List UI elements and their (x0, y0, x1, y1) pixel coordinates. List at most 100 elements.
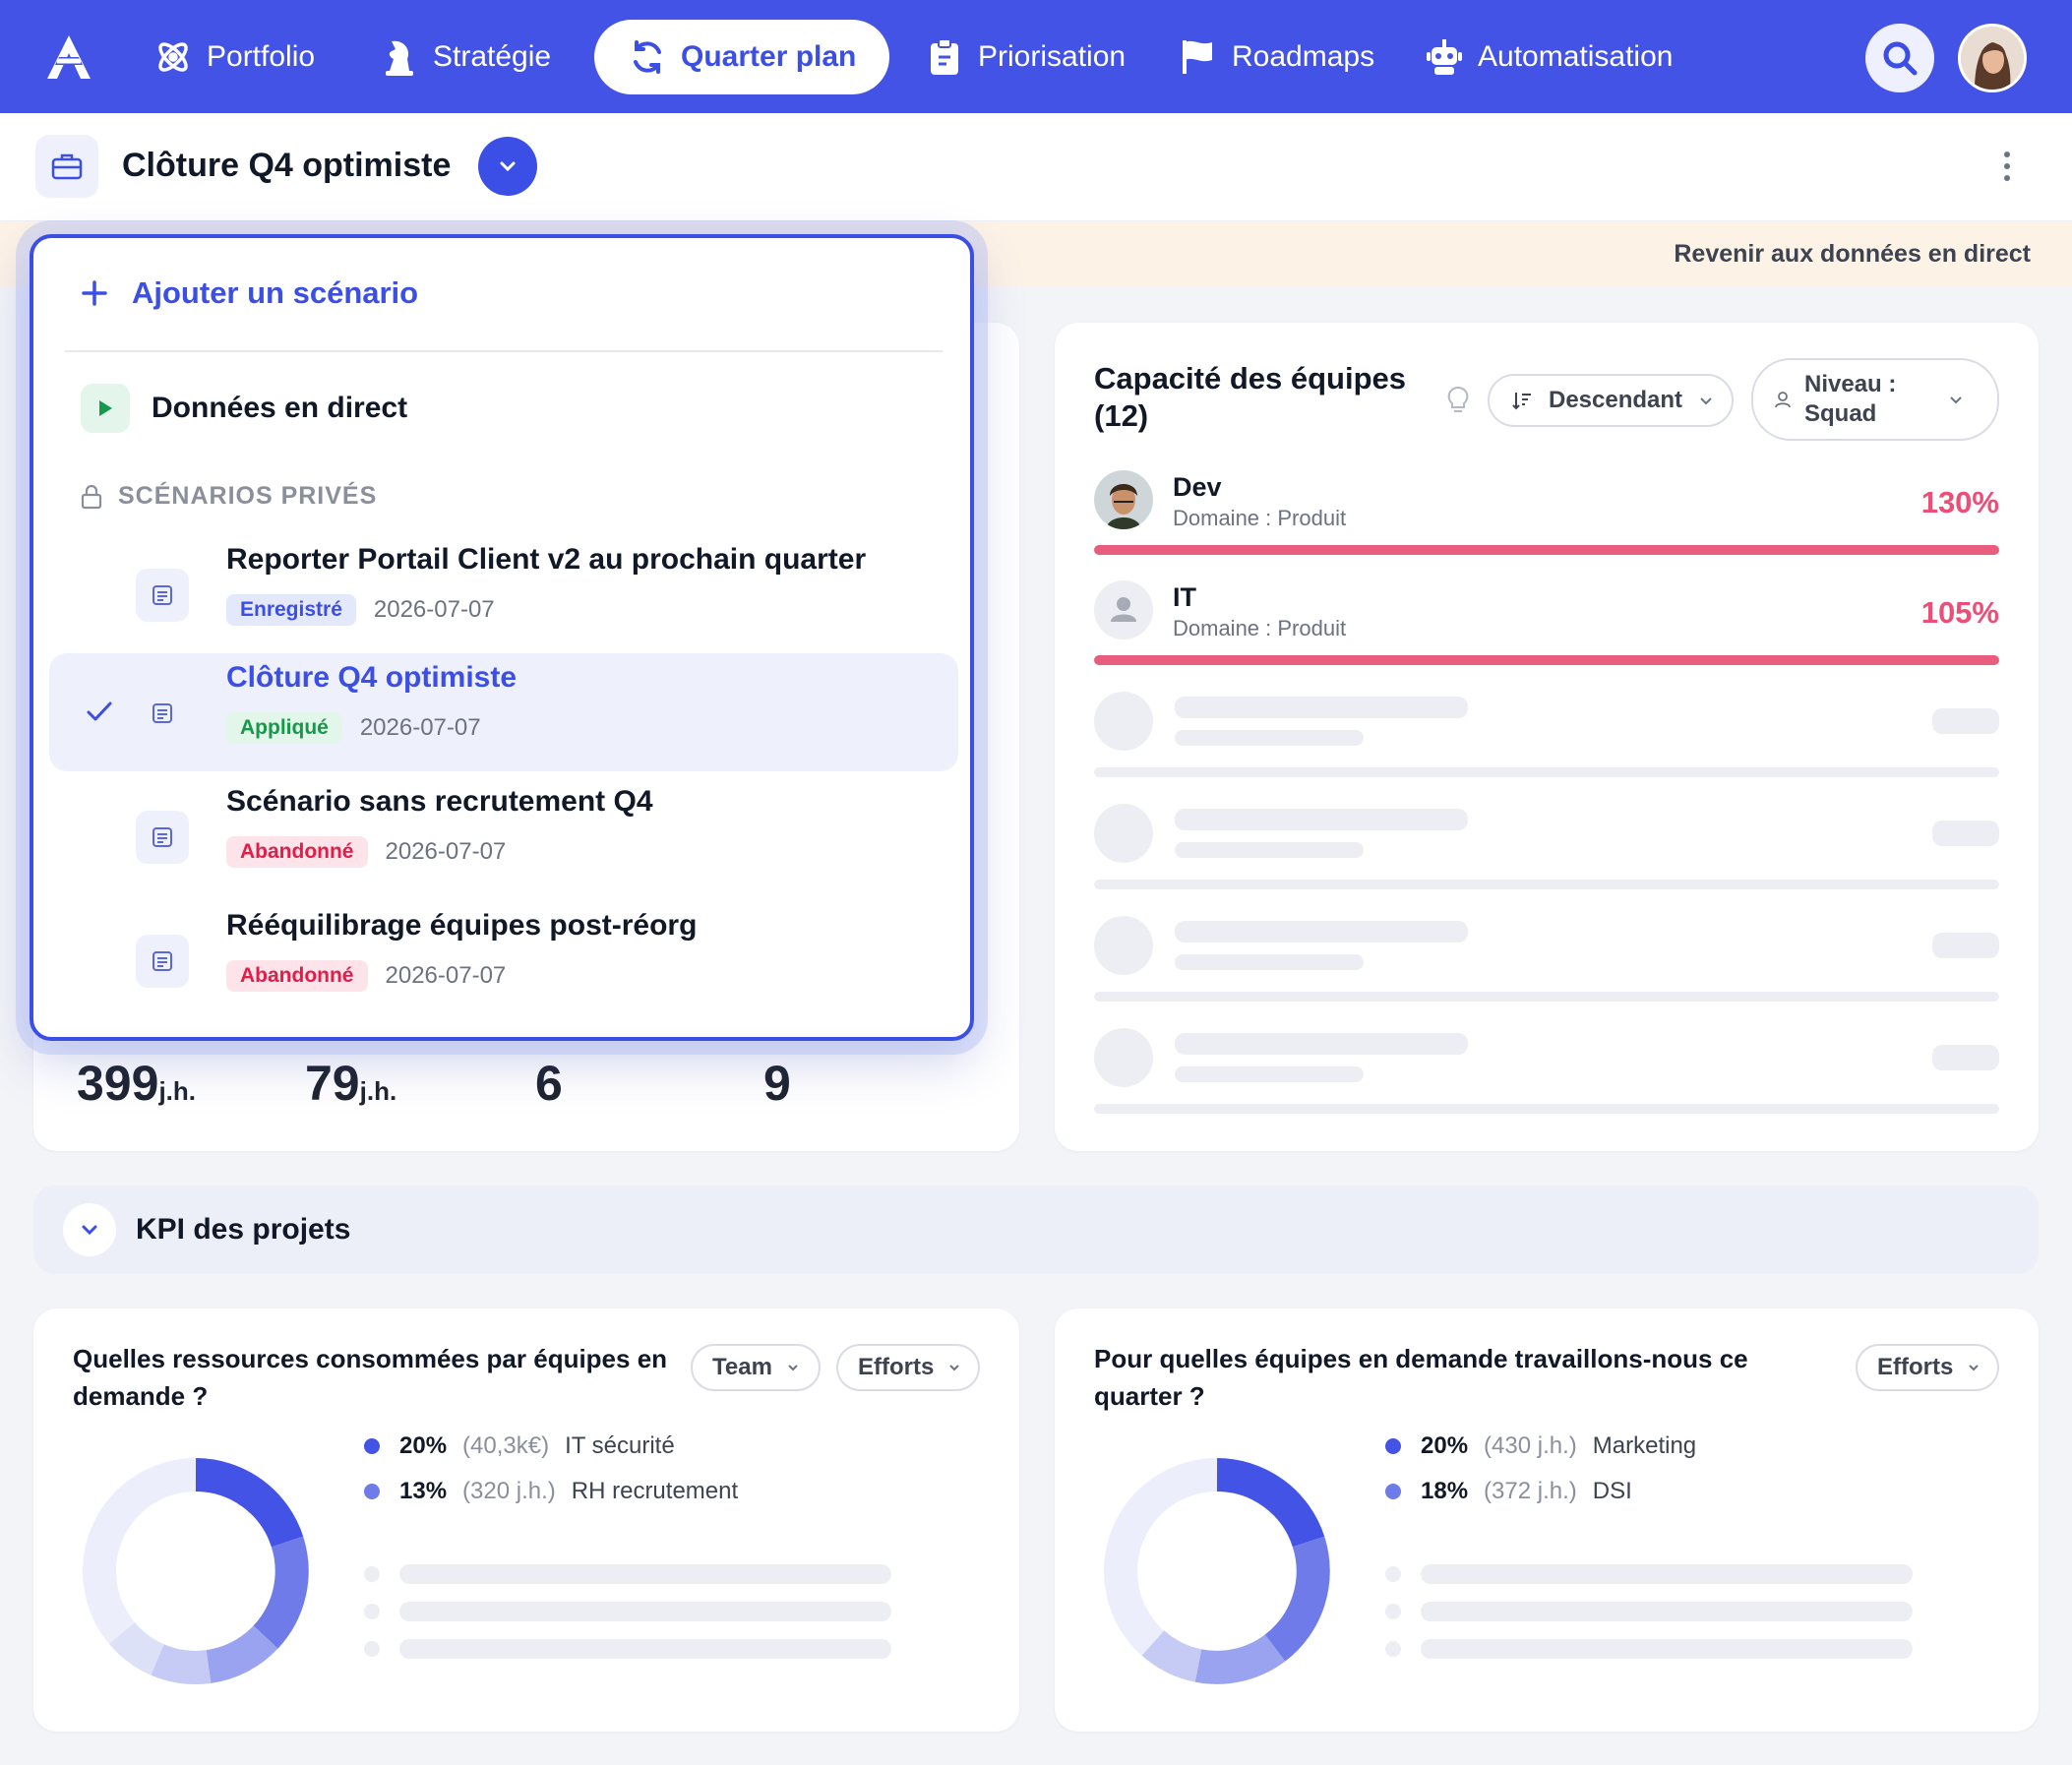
lightbulb-icon[interactable] (1446, 386, 1470, 415)
chevron-down-icon (81, 1224, 98, 1236)
stat-value: 9 (763, 1056, 791, 1111)
add-scenario-label: Ajouter un scénario (132, 275, 419, 310)
status-badge: Enregistré (226, 594, 356, 626)
stat-value: 79j.h. (305, 1056, 397, 1111)
efforts-filter-dropdown[interactable]: Efforts (836, 1344, 980, 1391)
play-icon[interactable] (81, 384, 130, 433)
status-badge: Abandonné (226, 836, 368, 868)
robot-icon (1425, 37, 1464, 77)
chevron-down-icon (1948, 395, 1964, 404)
legend-dot (364, 1484, 380, 1499)
scenario-name: Clôture Q4 optimiste (226, 661, 518, 694)
nav-item-roadmaps[interactable]: Roadmaps (1179, 20, 1374, 94)
back-to-live-link[interactable]: Revenir aux données en direct (1674, 240, 2031, 268)
nav-label: Portfolio (207, 40, 316, 73)
level-label: Niveau : Squad (1804, 371, 1897, 427)
chevron-down-icon (498, 159, 518, 173)
scenario-name: Rééquilibrage équipes post-réorg (226, 909, 698, 942)
legend-item: 13% (320 j.h.) RH recrutement (364, 1478, 738, 1505)
donut-chart (83, 1458, 309, 1689)
scenario-item[interactable]: Scénario sans recrutement Q4 Abandonné 2… (49, 777, 958, 895)
nav-label: Roadmaps (1232, 40, 1375, 73)
chevron-down-icon (1698, 396, 1714, 405)
legend-item: 20% (40,3k€) IT sécurité (364, 1432, 675, 1460)
sort-dropdown[interactable]: Descendant (1488, 374, 1734, 427)
team-capacity-percent: 105% (1920, 595, 1999, 630)
filter-label: Efforts (858, 1354, 935, 1380)
scenario-item[interactable]: Rééquilibrage équipes post-réorg Abandon… (49, 901, 958, 1019)
user-icon (1773, 390, 1793, 409)
level-dropdown[interactable]: Niveau : Squad (1751, 358, 1999, 441)
team-avatar (1094, 470, 1153, 529)
legend-dot (1385, 1484, 1401, 1499)
demand-chart-card: Pour quelles équipes en demande travaill… (1055, 1309, 2039, 1732)
collapse-toggle[interactable] (63, 1203, 116, 1256)
sort-icon (1511, 390, 1533, 411)
nav-item-portfolio[interactable]: Portfolio (153, 20, 315, 94)
scenario-date: 2026-07-07 (385, 838, 507, 865)
team-domain: Domaine : Produit (1173, 616, 1347, 640)
user-avatar[interactable] (1958, 24, 2027, 92)
atom-icon (153, 37, 193, 77)
sort-label: Descendant (1549, 387, 1683, 413)
private-scenarios-header: SCÉNARIOS PRIVÉS (81, 482, 377, 511)
team-name: IT (1173, 582, 1196, 612)
nav-item-automatisation[interactable]: Automatisation (1425, 20, 1673, 94)
scenario-name: Scénario sans recrutement Q4 (226, 785, 653, 818)
donut-chart (1104, 1458, 1330, 1689)
checkmark-icon (83, 695, 116, 728)
status-badge: Abandonné (226, 960, 368, 992)
scenario-date: 2026-07-07 (373, 596, 495, 623)
capacity-bar (1094, 655, 1999, 665)
scenario-title: Clôture Q4 optimiste (122, 147, 452, 184)
scenario-item[interactable]: Reporter Portail Client v2 au prochain q… (49, 535, 958, 653)
team-filter-dropdown[interactable]: Team (691, 1344, 821, 1391)
team-capacity-percent: 130% (1920, 485, 1999, 519)
scenario-item-selected[interactable]: Clôture Q4 optimiste Appliqué 2026-07-07 (49, 653, 958, 771)
scenario-date: 2026-07-07 (385, 962, 507, 989)
scenario-date: 2026-07-07 (359, 714, 481, 741)
capacity-title: Capacité des équipes (12) (1094, 361, 1407, 433)
add-scenario-button[interactable]: Ajouter un scénario (81, 275, 418, 311)
legend-dot (364, 1438, 380, 1454)
search-button[interactable] (1865, 24, 1934, 92)
scenario-name: Reporter Portail Client v2 au prochain q… (226, 543, 867, 576)
scenario-dropdown-toggle[interactable] (478, 137, 537, 196)
team-avatar-placeholder (1094, 580, 1153, 639)
stat-value: 6 (535, 1056, 563, 1111)
document-icon (136, 569, 189, 622)
team-capacity-card: Capacité des équipes (12) Descendant Niv… (1055, 323, 2039, 1151)
kpi-section-header[interactable]: KPI des projets (33, 1186, 2039, 1274)
scenario-header: Clôture Q4 optimiste (0, 113, 2072, 221)
capacity-bar (1094, 545, 1999, 555)
scenario-dropdown: Ajouter un scénario Données en direct SC… (30, 234, 974, 1041)
nav-item-priorisation[interactable]: Priorisation (925, 20, 1126, 94)
nav-label: Quarter plan (681, 40, 857, 73)
lock-icon (81, 484, 102, 510)
document-icon (136, 687, 189, 740)
legend-item: 20% (430 j.h.) Marketing (1385, 1432, 1696, 1460)
cycle-icon (628, 37, 667, 77)
document-icon (136, 811, 189, 864)
kpi-title: KPI des projets (136, 1213, 351, 1246)
filter-label: Team (712, 1354, 772, 1380)
nav-item-strategie[interactable]: Stratégie (380, 20, 551, 94)
legend-item: 18% (372 j.h.) DSI (1385, 1478, 1632, 1505)
chevron-down-icon (786, 1363, 800, 1372)
legend-dot (1385, 1438, 1401, 1454)
plus-icon (81, 279, 108, 307)
nav-label: Automatisation (1478, 40, 1674, 73)
live-data-option[interactable]: Données en direct (152, 392, 408, 424)
filter-label: Efforts (1877, 1354, 1954, 1380)
resources-chart-card: Quelles ressources consommées par équipe… (33, 1309, 1019, 1732)
status-badge: Appliqué (226, 712, 342, 744)
document-icon (136, 935, 189, 988)
nav-item-quarter-plan[interactable]: Quarter plan (594, 20, 890, 94)
chess-icon (380, 37, 419, 77)
clipboard-icon (925, 37, 964, 77)
more-options-icon[interactable] (1999, 149, 2015, 184)
briefcase-icon (35, 135, 98, 198)
app-logo-icon[interactable] (43, 31, 94, 83)
efforts-filter-dropdown[interactable]: Efforts (1856, 1344, 1999, 1391)
team-domain: Domaine : Produit (1173, 506, 1347, 530)
